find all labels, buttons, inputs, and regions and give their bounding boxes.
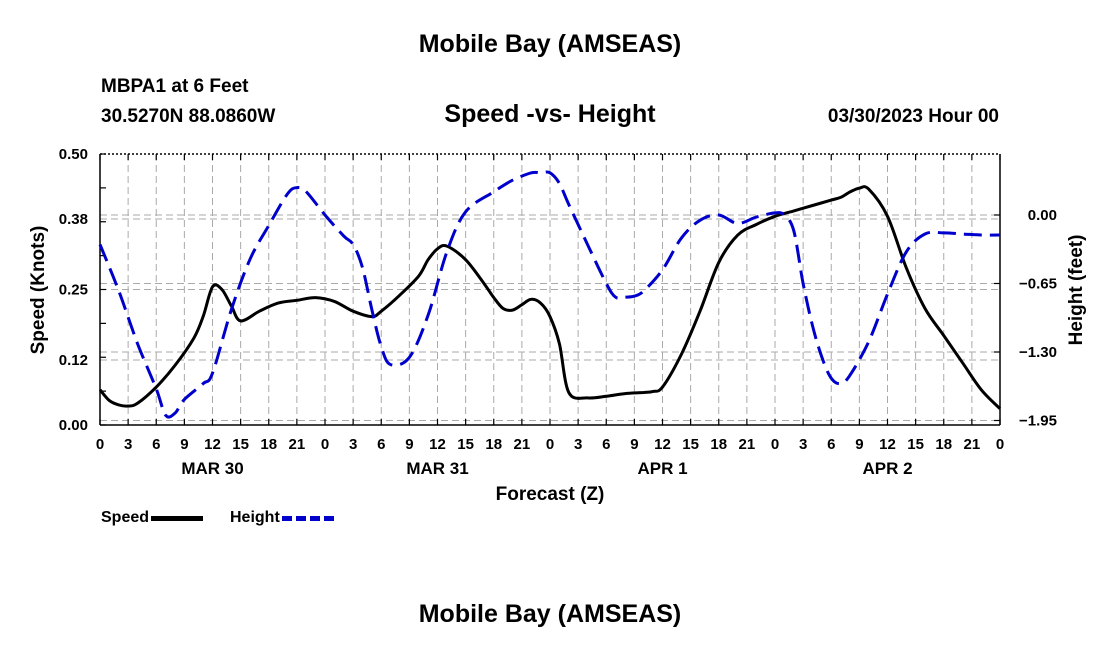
left-tick-label: 0.50 xyxy=(59,146,88,163)
left-tick-label: 0.12 xyxy=(59,352,88,369)
x-tick-label: 0 xyxy=(996,436,1004,453)
x-tick-labels: 0 3 6 9 12 15 18 21 0 3 6 9 12 15 18 21 0 3 6 9 12 15 18 21 0 3 6 9… xyxy=(96,436,1004,453)
legend-height-label: Height xyxy=(230,509,280,526)
x-tick-label: 6 xyxy=(377,436,385,453)
x-tick-label: 6 xyxy=(827,436,835,453)
axis-ticks xyxy=(99,153,1001,426)
x-tick-label: 15 xyxy=(907,436,924,453)
right-tick-label: −1.30 xyxy=(1019,344,1057,361)
x-tick-label: 0 xyxy=(96,436,104,453)
x-tick-label: 12 xyxy=(429,436,446,453)
x-tick-label: 15 xyxy=(232,436,249,453)
x-tick-label: 21 xyxy=(289,436,306,453)
day-label: APR 2 xyxy=(862,459,912,478)
x-tick-label: 18 xyxy=(260,436,277,453)
x-tick-label: 18 xyxy=(710,436,727,453)
x-tick-label: 0 xyxy=(321,436,329,453)
x-tick-label: 15 xyxy=(682,436,699,453)
legend-speed-label: Speed xyxy=(101,509,150,526)
x-tick-label: 12 xyxy=(879,436,896,453)
x-tick-label: 0 xyxy=(771,436,779,453)
x-tick-label: 18 xyxy=(485,436,502,453)
chart-subtitle: Speed -vs- Height xyxy=(444,100,656,128)
legend-height: Height xyxy=(230,509,334,527)
y-axis-label-right: Height (feet) xyxy=(1066,235,1087,346)
x-tick-label: 3 xyxy=(574,436,582,453)
series-lines xyxy=(98,170,1002,419)
x-tick-label: 3 xyxy=(124,436,132,453)
height-series-line xyxy=(98,170,1001,419)
x-tick-label: 12 xyxy=(204,436,221,453)
left-tick-labels: 0.00 0.12 0.25 0.38 0.50 xyxy=(59,146,88,434)
x-tick-label: 12 xyxy=(654,436,671,453)
x-tick-label: 3 xyxy=(349,436,357,453)
grid xyxy=(100,154,1000,425)
chart-title: Mobile Bay (AMSEAS) xyxy=(418,30,682,58)
x-tick-label: 21 xyxy=(964,436,981,453)
repeated-chart-title: Mobile Bay (AMSEAS) xyxy=(418,600,682,628)
left-tick-label: 0.00 xyxy=(59,417,88,434)
right-tick-label: 0.00 xyxy=(1028,207,1057,224)
right-tick-label: −1.95 xyxy=(1019,413,1057,430)
day-label: APR 1 xyxy=(637,459,687,478)
left-tick-label: 0.25 xyxy=(59,282,88,299)
x-tick-label: 3 xyxy=(799,436,807,453)
x-tick-label: 9 xyxy=(630,436,638,453)
left-tick-label: 0.38 xyxy=(59,211,88,228)
x-tick-label: 21 xyxy=(514,436,531,453)
y-axis-label-left: Speed (Knots) xyxy=(28,226,49,355)
day-label: MAR 31 xyxy=(406,459,468,478)
legend-speed-swatch xyxy=(151,515,204,521)
day-labels: MAR 30 MAR 31 APR 1 APR 2 xyxy=(181,459,912,478)
x-tick-label: 15 xyxy=(457,436,474,453)
coordinates-label: 30.5270N 88.0860W xyxy=(101,106,276,127)
legend-height-swatch xyxy=(281,515,334,521)
legend-speed: Speed xyxy=(101,509,204,527)
x-tick-label: 21 xyxy=(739,436,756,453)
timestamp-label: 03/30/2023 Hour 00 xyxy=(827,106,999,127)
x-axis-label: Forecast (Z) xyxy=(496,484,605,505)
right-tick-labels: 0.00 −0.65 −1.30 −1.95 xyxy=(1019,207,1057,430)
x-tick-label: 9 xyxy=(405,436,413,453)
x-tick-label: 6 xyxy=(152,436,160,453)
x-tick-label: 9 xyxy=(180,436,188,453)
speed-series-line xyxy=(98,185,1002,410)
x-tick-label: 18 xyxy=(935,436,952,453)
x-tick-label: 0 xyxy=(546,436,554,453)
speed-height-chart: 0 3 6 9 12 15 18 21 0 3 6 9 12 15 18 21 0 3 6 9 12 15 18 21 0 3 6 9… xyxy=(28,146,1087,505)
x-tick-label: 6 xyxy=(602,436,610,453)
x-tick-label: 9 xyxy=(855,436,863,453)
day-label: MAR 30 xyxy=(181,459,243,478)
station-label: MBPA1 at 6 Feet xyxy=(101,76,249,97)
right-tick-label: −0.65 xyxy=(1019,276,1057,293)
